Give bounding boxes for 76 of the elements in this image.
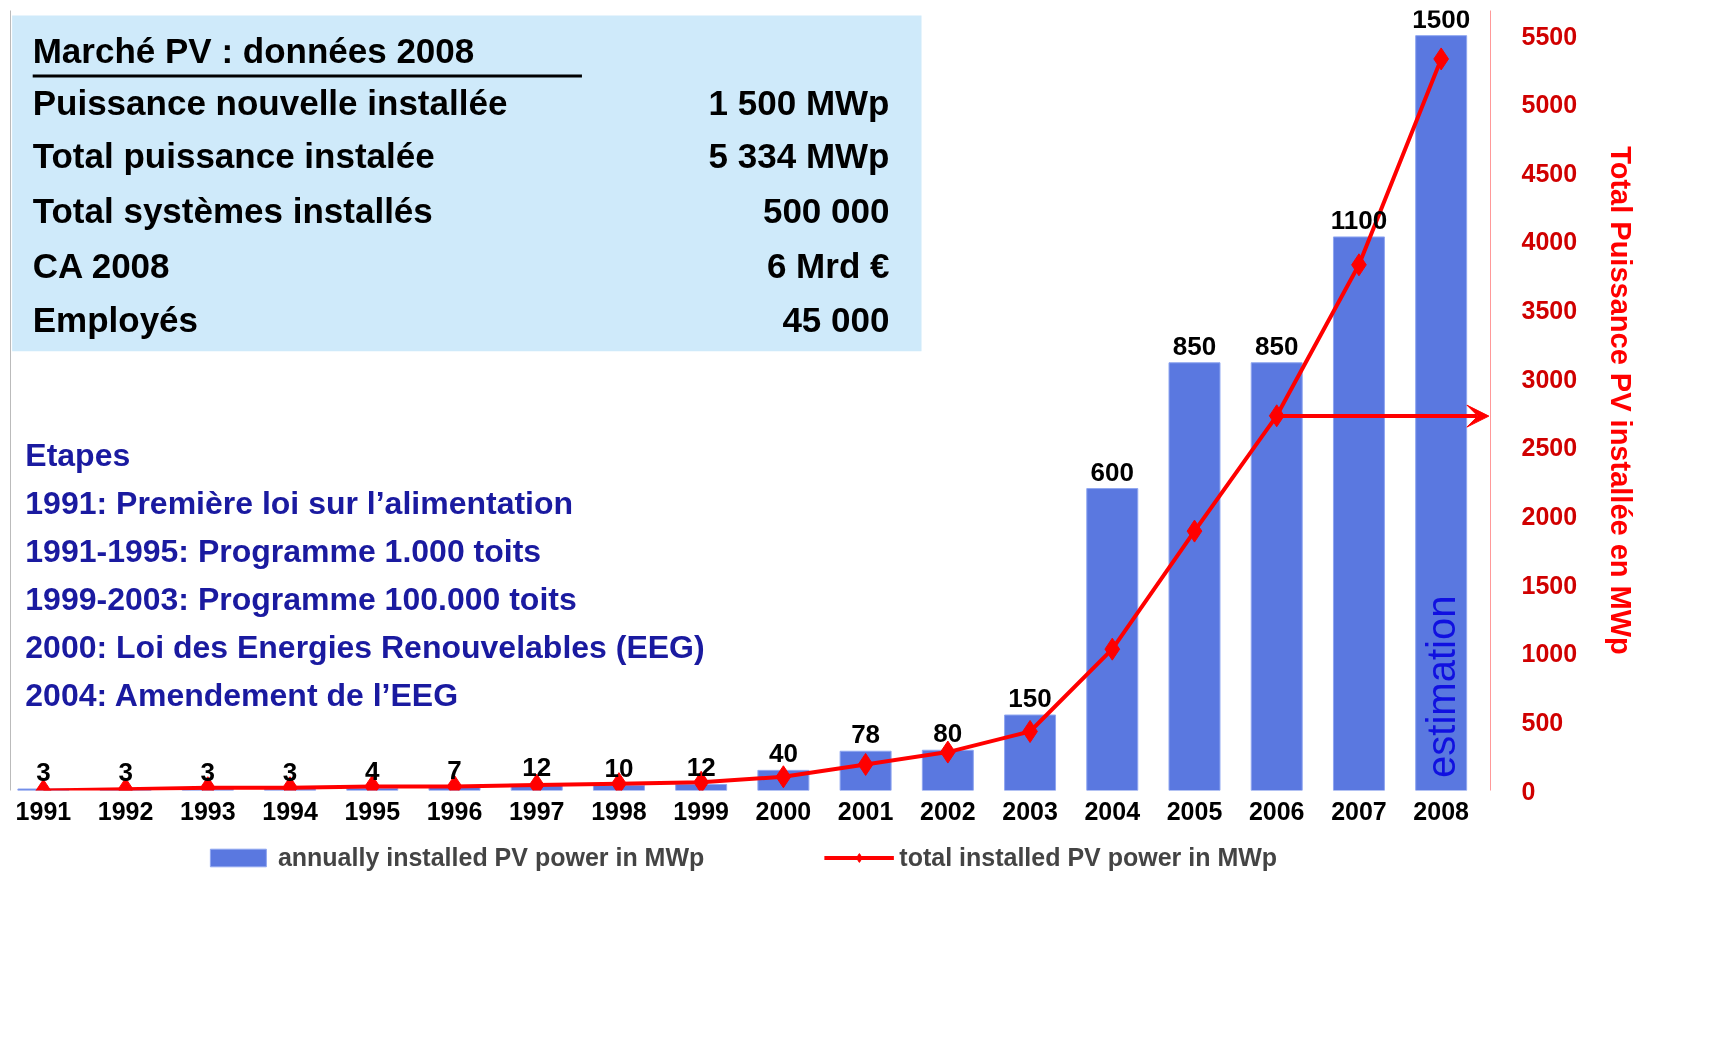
x-tick-label: 1991 (15, 796, 72, 825)
point (775, 765, 792, 789)
annotation: 1999-2003: Programme 100.000 toits (25, 581, 577, 618)
annotation: 2004: Amendement de l’EEG (25, 677, 459, 714)
data-label: 3 (282, 756, 298, 787)
x-tick-label: 2002 (920, 796, 976, 825)
x-tick-label: 2003 (1002, 796, 1058, 825)
data-label: 12 (522, 752, 552, 783)
x-tick-label: 1993 (180, 796, 236, 825)
bar (1332, 236, 1385, 791)
data-label: 10 (604, 753, 634, 784)
annotation: 6 Mrd € (766, 245, 890, 285)
y2-tick-label: 1500 (1521, 570, 1578, 599)
bar (1004, 714, 1057, 791)
data-label: 150 (1008, 683, 1052, 714)
bar (1168, 362, 1221, 791)
x-tick-label: 2001 (837, 796, 894, 825)
data-label: 78 (851, 719, 881, 750)
annotation: Employés (32, 300, 199, 340)
data-label: 3 (118, 756, 133, 787)
annotation: Total puissance instalée (32, 135, 435, 175)
y2-tick-label: 0 (1521, 776, 1536, 805)
annotation: estimation (1419, 595, 1464, 778)
y2-tick-label: 5500 (1521, 21, 1578, 50)
data-label: 40 (768, 738, 798, 769)
y2-tick-label: 4000 (1521, 227, 1578, 256)
y2-tick-label: 500 (1521, 707, 1564, 736)
x-tick-label: 2007 (1331, 796, 1387, 825)
data-label: 80 (933, 718, 963, 749)
annotation: 45 000 (782, 300, 890, 340)
data-label: 600 (1090, 456, 1134, 487)
annotation: 2000: Loi des Energies Renouvelables (EEG) (25, 629, 705, 666)
x-tick-label: 2000 (755, 796, 812, 825)
y2-tick-label: 5000 (1521, 90, 1578, 119)
x-tick-label: 1995 (344, 796, 401, 825)
annotation: Marché PV : données 2008 (32, 31, 475, 71)
data-label: 850 (1255, 330, 1299, 361)
point (1104, 637, 1121, 661)
annotation: 1991: Première loi sur l’alimentation (25, 485, 574, 522)
x-tick-label: 1994 (262, 796, 318, 825)
y2-tick-label: 2000 (1521, 502, 1578, 530)
y2-tick-label: 1000 (1521, 639, 1578, 668)
legend-label: total installed PV power in MWp (899, 842, 1278, 872)
x-tick-label: 1996 (426, 796, 483, 825)
x-tick-label: 1998 (591, 796, 647, 825)
annotation: 500 000 (762, 190, 890, 230)
x-tick-label: 1992 (97, 796, 154, 825)
x-tick-label: 2008 (1413, 796, 1470, 825)
x-tick-label: 2005 (1166, 796, 1223, 825)
legend-label: annually installed PV power in MWp (277, 842, 705, 872)
data-label: 4 (365, 756, 381, 787)
y2-tick-label: 3500 (1521, 296, 1578, 325)
annotation: 1991-1995: Programme 1.000 toits (25, 533, 542, 570)
x-tick-label: 1997 (508, 796, 565, 825)
x-tick-label: 2006 (1248, 796, 1305, 825)
bar (1250, 362, 1303, 791)
data-label: 7 (447, 754, 462, 785)
data-label: 12 (686, 752, 716, 783)
y2-tick-label: 3000 (1521, 364, 1578, 393)
annotation: Total systèmes installés (32, 190, 433, 230)
y2-tick-label: 2500 (1521, 433, 1578, 462)
y2-tick-label: 4500 (1521, 158, 1578, 187)
annotation: Puissance nouvelle installée (32, 82, 508, 122)
bar (1086, 488, 1139, 791)
annotation: Etapes (25, 436, 131, 473)
point (1186, 519, 1203, 543)
data-label: 3 (200, 756, 216, 787)
y2-axis-title: Total Puissance PV installée en MWp (1605, 146, 1638, 655)
x-tick-label: 2004 (1084, 796, 1141, 825)
annotation: CA 2008 (32, 245, 170, 285)
annotation: 5 334 MWp (708, 135, 890, 175)
x-tick-label: 1999 (673, 796, 729, 825)
data-label: 850 (1172, 330, 1217, 361)
annotation: 1 500 MWp (708, 82, 890, 122)
bar (1415, 35, 1468, 791)
data-label: 3 (36, 756, 51, 787)
